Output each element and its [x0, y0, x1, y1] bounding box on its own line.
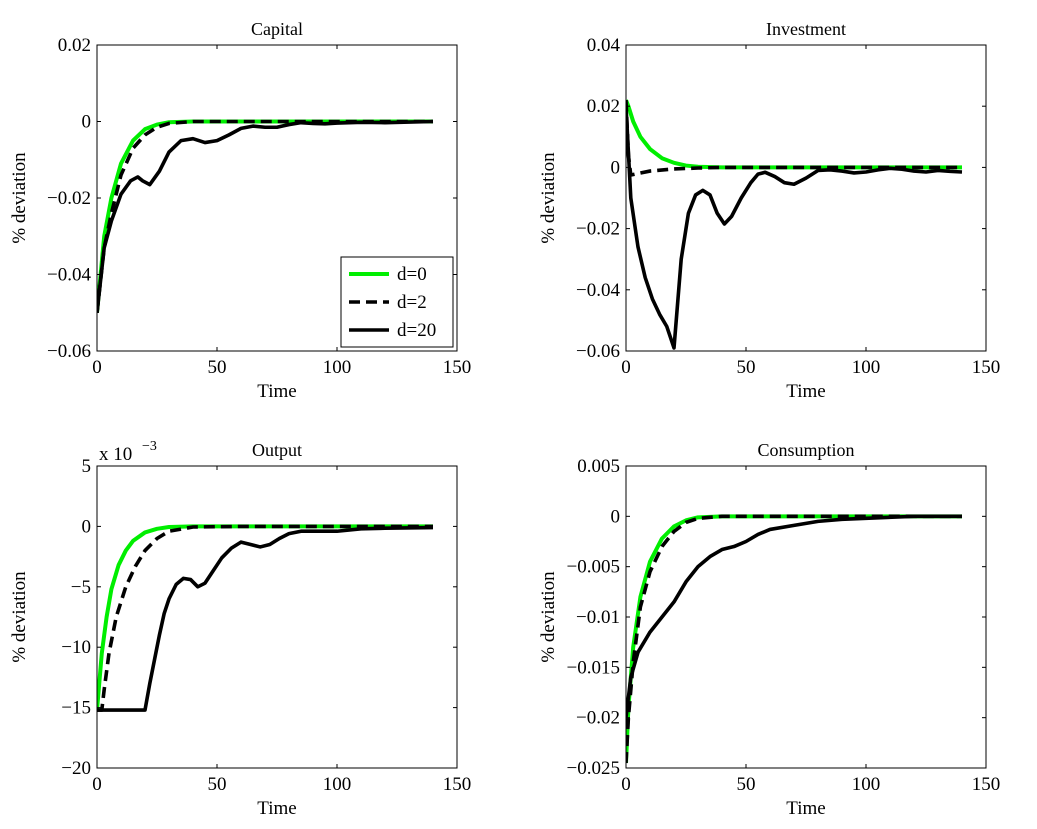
- investment-ytick-label: 0: [611, 157, 621, 178]
- output-ytick-label: −5: [71, 577, 91, 598]
- capital-panel: 0 50 100 150 −0.06 −0.04 −0.02 0 0.02 Capital Time…: [9, 19, 471, 402]
- capital-ytick-label: −0.04: [47, 265, 91, 286]
- investment-title: Investment: [766, 19, 846, 39]
- investment-ytick-label: 0.02: [587, 96, 620, 117]
- consumption-ytick-label: −0.01: [576, 607, 620, 628]
- output-title: Output: [252, 440, 302, 460]
- output-exponent-power: −3: [142, 439, 157, 454]
- output-ytick-label: −15: [61, 698, 91, 719]
- consumption-title: Consumption: [757, 440, 854, 460]
- output-exponent-label: x 10: [99, 444, 132, 465]
- output-xlabel: Time: [257, 798, 296, 819]
- consumption-ytick-label: −0.02: [576, 708, 620, 729]
- investment-panel: 0 50 100 150 −0.06 −0.04 −0.02 0 0.02 0.04 Investm…: [538, 19, 1000, 402]
- capital-ylabel: % deviation: [9, 152, 30, 244]
- investment-ytick-label: −0.02: [576, 219, 620, 240]
- output-xtick-label: 100: [323, 774, 352, 795]
- output-ytick-label: −10: [61, 637, 91, 658]
- output-axes-frame: [96, 465, 458, 769]
- consumption-xtick-label: 50: [737, 774, 756, 795]
- legend-label-d-2: d=2: [397, 292, 427, 313]
- capital-xlabel: Time: [257, 381, 296, 402]
- investment-series-d-0: [626, 99, 962, 170]
- capital-ytick-label: −0.02: [47, 188, 91, 209]
- output-series-d-20: [97, 525, 434, 712]
- investment-ytick-label: 0.04: [587, 35, 621, 56]
- investment-xtick-label: 50: [737, 357, 756, 378]
- investment-xlabel: Time: [786, 381, 825, 402]
- consumption-panel: 0 50 100 150 −0.025 −0.02 −0.015 −0.01 −0.005 0 0.…: [538, 440, 1000, 819]
- investment-axes-frame: [625, 44, 987, 352]
- legend-label-d-0: d=0: [397, 264, 427, 285]
- capital-title: Capital: [251, 19, 303, 39]
- capital-xtick-label: 0: [92, 357, 102, 378]
- consumption-series-d-2: [626, 514, 962, 764]
- consumption-ytick-label: −0.015: [567, 657, 620, 678]
- consumption-series-d-0: [626, 514, 962, 764]
- capital-ytick-label: −0.06: [47, 341, 91, 362]
- output-ytick-label: −20: [61, 758, 91, 779]
- output-series-d-0: [97, 524, 433, 711]
- consumption-xtick-label: 150: [972, 774, 1001, 795]
- investment-ylabel: % deviation: [538, 152, 559, 244]
- capital-ytick-label: 0: [82, 112, 92, 133]
- investment-series-d-2: [626, 100, 962, 177]
- capital-xtick-label: 50: [208, 357, 227, 378]
- consumption-ytick-label: −0.005: [567, 557, 620, 578]
- investment-xtick-label: 150: [972, 357, 1001, 378]
- consumption-xtick-label: 0: [621, 774, 631, 795]
- output-ytick-label: 5: [82, 456, 92, 477]
- legend-label-d-20: d=20: [397, 320, 436, 341]
- consumption-xlabel: Time: [786, 798, 825, 819]
- consumption-ylabel: % deviation: [538, 571, 559, 663]
- capital-xtick-label: 150: [443, 357, 472, 378]
- consumption-ytick-label: 0: [611, 506, 621, 527]
- capital-xtick-label: 100: [323, 357, 352, 378]
- output-xtick-label: 50: [208, 774, 227, 795]
- investment-series-d-20: [626, 106, 963, 350]
- capital-ytick-label: 0.02: [58, 35, 91, 56]
- consumption-ytick-label: −0.025: [567, 758, 620, 779]
- investment-xtick-label: 100: [852, 357, 881, 378]
- capital-series-d-20: [97, 119, 434, 313]
- output-xtick-label: 0: [92, 774, 102, 795]
- consumption-series-d-20: [626, 514, 962, 718]
- consumption-axes-frame: [625, 465, 987, 769]
- capital-series-d-0: [97, 119, 433, 313]
- consumption-ytick-label: 0.005: [577, 456, 620, 477]
- investment-ytick-label: −0.04: [576, 280, 620, 301]
- output-series-d-2: [97, 524, 433, 712]
- capital-legend: d=0 d=2 d=20: [340, 256, 454, 348]
- consumption-xtick-label: 100: [852, 774, 881, 795]
- output-ytick-label: 0: [82, 516, 92, 537]
- output-ylabel: % deviation: [9, 571, 30, 663]
- output-panel: 0 50 100 150 −20 −15 −10 −5 0 5 Output Time % deviat…: [9, 439, 471, 819]
- investment-ytick-label: −0.06: [576, 341, 620, 362]
- investment-xtick-label: 0: [621, 357, 631, 378]
- output-xtick-label: 150: [443, 774, 472, 795]
